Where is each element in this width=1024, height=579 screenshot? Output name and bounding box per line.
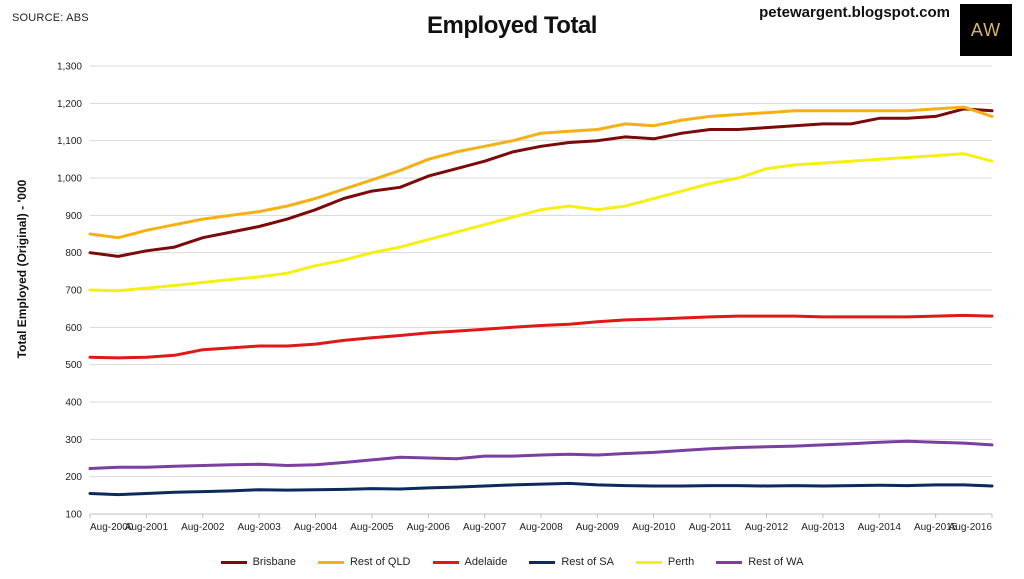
legend-swatch [432, 560, 459, 564]
y-tick-label: 700 [65, 286, 82, 297]
series-line-perth [88, 152, 994, 293]
x-tick-label: Aug-2016 [949, 522, 993, 533]
legend-swatch [529, 560, 556, 564]
aw-logo: AW [960, 4, 1012, 56]
series-line-adelaide [88, 313, 994, 360]
y-tick-label: 1,100 [57, 136, 82, 147]
x-tick-label: Aug-2013 [801, 522, 845, 533]
series-line-brisbane [88, 107, 994, 258]
legend-item-rest-of-qld: Rest of QLD [317, 556, 411, 568]
legend-label: Brisbane [252, 556, 296, 568]
x-tick-label: Aug-2003 [237, 522, 281, 533]
x-tick-label: Aug-2010 [632, 522, 676, 533]
legend-swatch [635, 560, 662, 564]
y-tick-label: 500 [65, 360, 82, 371]
legend-swatch [317, 560, 344, 564]
legend-swatch [220, 560, 247, 564]
legend-label: Adelaide [464, 556, 508, 568]
blog-label: petewargent.blogspot.com [759, 4, 950, 21]
legend-swatch [716, 560, 743, 564]
x-tick-label: Aug-2000 [90, 522, 134, 533]
y-tick-label: 900 [65, 211, 82, 222]
logo-text: AW [970, 19, 1002, 40]
x-tick-label: Aug-2012 [745, 522, 789, 533]
series-line-rest-of-wa [88, 439, 994, 470]
x-tick-label: Aug-2014 [858, 522, 902, 533]
legend-label: Rest of SA [561, 556, 614, 568]
x-tick-label: Aug-2005 [350, 522, 394, 533]
y-tick-label: 100 [65, 510, 82, 521]
legend-label: Rest of WA [748, 556, 804, 568]
x-tick-label: Aug-2015 [914, 522, 958, 533]
chart-title: Employed Total [427, 12, 597, 39]
legend-label: Perth [667, 556, 695, 568]
x-tick-label: Aug-2001 [125, 522, 169, 533]
x-tick-label: Aug-2011 [689, 522, 732, 533]
x-tick-label: Aug-2007 [463, 522, 507, 533]
x-tick-label: Aug-2006 [407, 522, 451, 533]
y-tick-label: 1,300 [57, 62, 82, 73]
source-label: SOURCE: ABS [12, 12, 89, 24]
x-tick-label: Aug-2009 [576, 522, 620, 533]
x-tick-label: Aug-2004 [294, 522, 338, 533]
x-tick-label: Aug-2008 [519, 522, 563, 533]
y-tick-label: 1,000 [57, 174, 82, 185]
y-tick-label: 200 [65, 472, 82, 483]
legend: Brisbane Rest of QLD Adelaide Rest of SA Per… [0, 556, 1024, 568]
series-line-rest-of-sa [88, 481, 994, 497]
legend-item-adelaide: Adelaide [432, 556, 508, 568]
y-tick-label: 300 [65, 435, 82, 446]
y-tick-label: 400 [65, 398, 82, 409]
y-tick-label: 800 [65, 248, 82, 259]
y-tick-label: 600 [65, 323, 82, 334]
series-line-rest-of-qld [88, 105, 994, 240]
legend-item-perth: Perth [635, 556, 695, 568]
legend-item-rest-of-wa: Rest of WA [716, 556, 803, 568]
y-tick-label: 1,200 [57, 99, 82, 110]
legend-label: Rest of QLD [349, 556, 411, 568]
legend-item-rest-of-sa: Rest of SA [529, 556, 614, 568]
legend-item-brisbane: Brisbane [220, 556, 296, 568]
x-tick-label: Aug-2002 [181, 522, 225, 533]
